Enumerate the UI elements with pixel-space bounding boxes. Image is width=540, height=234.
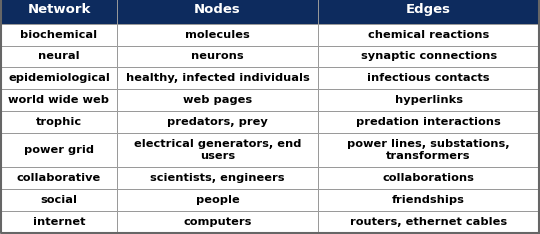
Bar: [319, 0, 539, 24]
Bar: [1, 0, 117, 24]
Text: friendships: friendships: [392, 195, 465, 205]
Text: neural: neural: [38, 51, 80, 61]
Bar: [117, 0, 319, 24]
Text: people: people: [195, 195, 239, 205]
Bar: [117, 189, 319, 211]
Bar: [117, 133, 319, 167]
Bar: [319, 111, 539, 133]
Text: predators, prey: predators, prey: [167, 117, 268, 127]
Text: predation interactions: predation interactions: [356, 117, 501, 127]
Bar: [117, 24, 319, 46]
Bar: [1, 89, 117, 111]
Text: routers, ethernet cables: routers, ethernet cables: [350, 217, 507, 227]
Text: web pages: web pages: [183, 95, 252, 105]
Bar: [1, 167, 117, 189]
Bar: [1, 24, 117, 46]
Text: synaptic connections: synaptic connections: [361, 51, 497, 61]
Text: chemical reactions: chemical reactions: [368, 30, 489, 40]
Text: trophic: trophic: [36, 117, 82, 127]
Text: internet: internet: [33, 217, 85, 227]
Text: Edges: Edges: [406, 4, 451, 16]
Text: hyperlinks: hyperlinks: [395, 95, 463, 105]
Text: infectious contacts: infectious contacts: [367, 73, 490, 83]
Text: biochemical: biochemical: [21, 30, 98, 40]
Bar: [319, 67, 539, 89]
Text: scientists, engineers: scientists, engineers: [150, 173, 285, 183]
Bar: [117, 46, 319, 67]
Text: power grid: power grid: [24, 145, 94, 155]
Text: electrical generators, end
users: electrical generators, end users: [134, 139, 301, 161]
Bar: [1, 111, 117, 133]
Bar: [117, 89, 319, 111]
Bar: [319, 167, 539, 189]
Text: collaborative: collaborative: [17, 173, 101, 183]
Bar: [319, 89, 539, 111]
Bar: [1, 189, 117, 211]
Text: molecules: molecules: [185, 30, 250, 40]
Text: neurons: neurons: [191, 51, 244, 61]
Bar: [117, 211, 319, 233]
Bar: [319, 133, 539, 167]
Bar: [319, 211, 539, 233]
Bar: [117, 167, 319, 189]
Bar: [117, 111, 319, 133]
Bar: [117, 67, 319, 89]
Text: epidemiological: epidemiological: [8, 73, 110, 83]
Bar: [1, 211, 117, 233]
Text: world wide web: world wide web: [9, 95, 110, 105]
Bar: [319, 24, 539, 46]
Bar: [319, 189, 539, 211]
Text: computers: computers: [184, 217, 252, 227]
Bar: [319, 46, 539, 67]
Text: social: social: [40, 195, 78, 205]
Text: Nodes: Nodes: [194, 4, 241, 16]
Text: Network: Network: [28, 4, 91, 16]
Bar: [1, 46, 117, 67]
Text: healthy, infected individuals: healthy, infected individuals: [126, 73, 309, 83]
Bar: [1, 133, 117, 167]
Bar: [1, 67, 117, 89]
Text: collaborations: collaborations: [383, 173, 475, 183]
Text: power lines, substations,
transformers: power lines, substations, transformers: [347, 139, 510, 161]
